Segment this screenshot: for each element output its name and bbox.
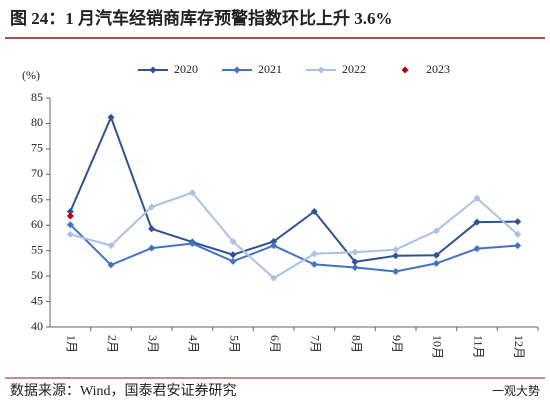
x-tick-label: 12月 [512, 335, 526, 359]
point [270, 274, 278, 282]
point [351, 248, 359, 256]
point [148, 244, 156, 252]
chart-title: 图 24：1 月汽车经销商库存预警指数环比上升 3.6% [10, 8, 393, 28]
y-tick-label: 70 [31, 166, 43, 180]
series-line [69, 224, 518, 273]
point [270, 242, 278, 250]
x-tick-label: 1月 [65, 335, 79, 353]
point [148, 225, 156, 233]
point [514, 242, 522, 250]
point [66, 221, 74, 229]
y-tick-label: 45 [31, 293, 43, 307]
point [473, 245, 481, 253]
point [66, 207, 74, 215]
x-tick-label: 8月 [349, 335, 363, 353]
y-tick-label: 85 [31, 90, 43, 104]
legend-label: 2023 [426, 62, 450, 76]
x-tick-label: 4月 [187, 335, 201, 353]
point [392, 246, 400, 254]
watermark: 一观大势 [492, 384, 540, 398]
legend-marker [233, 66, 241, 74]
x-tick-label: 5月 [227, 335, 241, 353]
point [473, 218, 481, 226]
point [229, 238, 237, 246]
point [66, 212, 74, 220]
x-tick-label: 10月 [431, 335, 445, 359]
source: 数据来源：Wind，国泰君安证券研究 [10, 383, 237, 399]
point [66, 230, 74, 238]
legend-label: 2020 [174, 62, 198, 76]
x-tick-label: 11月 [471, 335, 485, 359]
point [188, 240, 196, 248]
point [432, 251, 440, 259]
series-line [69, 114, 518, 263]
legend-marker [401, 66, 409, 74]
legend-label: 2021 [258, 62, 282, 76]
point [107, 113, 115, 121]
point [188, 189, 196, 197]
point [432, 259, 440, 267]
point [229, 251, 237, 259]
x-tick-label: 6月 [268, 335, 282, 353]
legend-marker [317, 66, 325, 74]
point [107, 261, 115, 269]
y-axis-label: (%) [22, 68, 40, 82]
point [107, 242, 115, 250]
point [351, 263, 359, 271]
y-tick-label: 50 [31, 268, 43, 282]
y-tick-label: 80 [31, 115, 43, 129]
y-tick-label: 65 [31, 192, 43, 206]
y-tick-label: 60 [31, 217, 43, 231]
point [270, 238, 278, 246]
legend-label: 2022 [342, 62, 366, 76]
point [514, 230, 522, 238]
y-tick-label: 55 [31, 242, 43, 256]
point [310, 260, 318, 268]
point [392, 268, 400, 276]
point [432, 227, 440, 235]
point [514, 218, 522, 226]
x-tick-label: 2月 [105, 335, 119, 353]
point [229, 257, 237, 265]
point [351, 258, 359, 266]
y-tick-label: 40 [31, 319, 43, 333]
point [310, 250, 318, 258]
point [148, 203, 156, 211]
x-tick-label: 9月 [390, 335, 404, 353]
legend-marker [149, 66, 157, 74]
x-tick-label: 7月 [309, 335, 323, 353]
y-tick-label: 75 [31, 141, 43, 155]
x-tick-label: 3月 [146, 335, 160, 353]
point [392, 252, 400, 260]
point [310, 207, 318, 215]
point [473, 194, 481, 202]
series-line [70, 191, 519, 280]
